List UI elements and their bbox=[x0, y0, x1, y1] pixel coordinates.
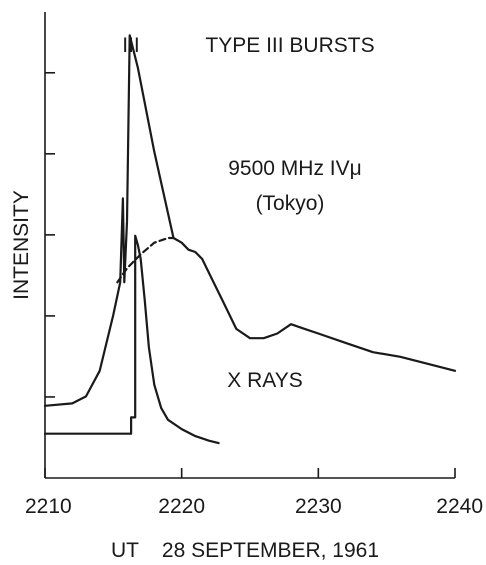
axes: 2210 2220 2230 2240 bbox=[25, 12, 483, 518]
x-tick-label: 2210 bbox=[25, 495, 72, 518]
type3-marker: III bbox=[122, 34, 140, 57]
series-xrays bbox=[43, 234, 220, 445]
x-axis-label: UT 28 SEPTEMBER, 1961 bbox=[111, 539, 379, 562]
x-tick-label: 2240 bbox=[436, 495, 483, 518]
series-microwave-solid bbox=[43, 34, 457, 407]
labels: III TYPE III BURSTS 9500 MHz IVμ (Tokyo)… bbox=[10, 34, 379, 562]
x-tick-label: 2230 bbox=[295, 495, 342, 518]
series-microwave-dashed bbox=[116, 236, 175, 284]
series-layer bbox=[43, 34, 457, 445]
microwave-label-line1: 9500 MHz IVμ bbox=[228, 157, 362, 180]
microwave-label-line2: (Tokyo) bbox=[256, 192, 325, 215]
type3-label: TYPE III BURSTS bbox=[205, 34, 374, 57]
xray-label: X RAYS bbox=[227, 369, 302, 392]
x-tick-label: 2220 bbox=[158, 495, 205, 518]
y-axis-label: INTENSITY bbox=[10, 190, 33, 300]
